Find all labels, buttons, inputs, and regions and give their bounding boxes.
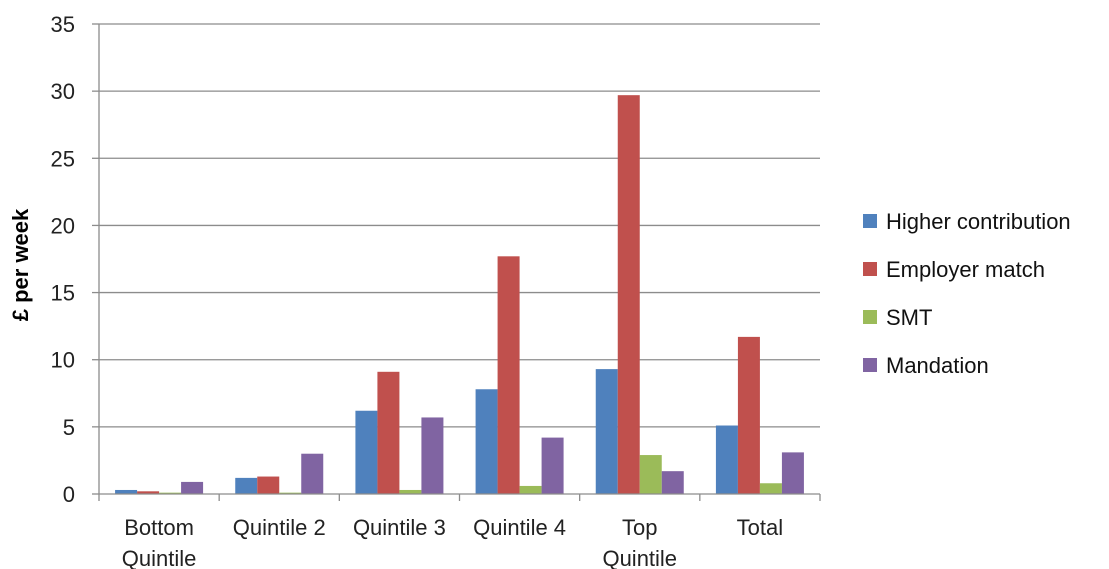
legend-item: Higher contribution [863, 209, 1071, 234]
y-tick-label: 25 [51, 146, 75, 171]
legend-label: SMT [886, 305, 932, 330]
y-tick-label: 10 [51, 348, 75, 373]
x-tick-label: Quintile 2 [233, 515, 326, 540]
bar-employer-match [377, 371, 400, 494]
legend-swatch [863, 358, 877, 372]
bar-employer-match [497, 256, 520, 494]
legend: Higher contribution Employer match SMT Mand… [863, 209, 1071, 378]
y-tick-label: 30 [51, 79, 75, 104]
bar-mandation [301, 453, 324, 494]
legend-label: Employer match [886, 257, 1045, 282]
tick-labels: 0 5 10 15 20 25 30 35 Bottom Quintile Quintile 2 Qu… [51, 12, 784, 569]
bars [115, 95, 804, 495]
legend-swatch [863, 262, 877, 276]
bar-higher-contribution [115, 489, 138, 494]
bar-smt [639, 455, 662, 494]
legend-item: Mandation [863, 353, 989, 378]
bar-employer-match [737, 336, 760, 494]
y-tick-label: 20 [51, 213, 75, 238]
x-tick-label: Quintile [602, 546, 677, 569]
x-tick-label: Quintile [122, 546, 197, 569]
bar-mandation [181, 481, 204, 494]
bar-smt [519, 485, 542, 494]
x-tick-label: Top [622, 515, 657, 540]
gridlines [99, 23, 820, 428]
bar-mandation [421, 417, 444, 494]
legend-label: Higher contribution [886, 209, 1071, 234]
y-tick-label: 15 [51, 281, 75, 306]
legend-label: Mandation [886, 353, 989, 378]
bar-employer-match [617, 95, 640, 495]
x-tick-label: Quintile 4 [473, 515, 566, 540]
y-tick-label: 35 [51, 12, 75, 37]
y-axis-title: £ per week [8, 208, 33, 321]
y-tick-label: 5 [63, 415, 75, 440]
bar-mandation [661, 471, 684, 494]
bar-smt [159, 492, 182, 494]
bar-higher-contribution [355, 410, 378, 494]
x-tick-label: Total [737, 515, 783, 540]
bar-higher-contribution [715, 425, 738, 494]
bar-mandation [781, 452, 804, 494]
bar-mandation [541, 437, 564, 494]
bar-higher-contribution [235, 477, 258, 494]
bar-employer-match [137, 491, 160, 494]
bar-smt [279, 492, 302, 494]
bar-smt [759, 483, 782, 494]
legend-item: Employer match [863, 257, 1045, 282]
bar-smt [399, 489, 422, 494]
legend-swatch [863, 214, 877, 228]
x-tick-label: Bottom [124, 515, 194, 540]
x-tick-label: Quintile 3 [353, 515, 446, 540]
bar-higher-contribution [595, 369, 618, 494]
bar-higher-contribution [475, 389, 498, 494]
axes [92, 23, 821, 501]
legend-swatch [863, 310, 877, 324]
y-tick-label: 0 [63, 482, 75, 507]
legend-item: SMT [863, 305, 932, 330]
bar-employer-match [257, 476, 280, 494]
